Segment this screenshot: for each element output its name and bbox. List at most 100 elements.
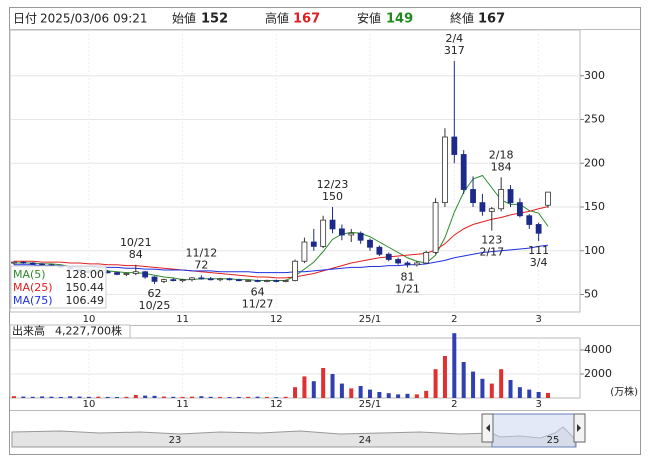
candle-body xyxy=(20,261,27,264)
legend-value: 106.49 xyxy=(66,294,105,307)
y-tick-label: 200 xyxy=(584,156,605,169)
candle-body xyxy=(179,279,186,282)
legend-value: 128.00 xyxy=(66,268,105,281)
annotation-date: 11/12 xyxy=(186,246,218,259)
volume-bar xyxy=(124,396,129,398)
volume-bar xyxy=(424,390,429,398)
candle-body xyxy=(423,252,430,264)
volume-bar xyxy=(274,397,279,398)
navigator-window[interactable] xyxy=(491,413,577,448)
candle-body xyxy=(348,232,355,236)
annotation-date: 11/27 xyxy=(242,297,274,310)
volume-bar xyxy=(517,387,522,398)
legend: MA(5) 128.00 MA(25) 150.44 MA(75) 106.49 xyxy=(10,265,107,309)
annotation-value: 72 xyxy=(194,258,208,271)
y-tick-label: 2000 xyxy=(584,367,612,380)
annotation-value: 64 xyxy=(251,285,265,298)
candle-body xyxy=(535,224,542,234)
ma-line xyxy=(14,206,549,279)
volume-bar xyxy=(442,356,447,398)
volume-bar xyxy=(133,395,138,398)
y-tick-label: 250 xyxy=(584,113,605,126)
price-panel xyxy=(9,29,581,313)
x-tick-label: 10 xyxy=(83,314,96,325)
candle-body xyxy=(376,246,383,255)
candle-body xyxy=(488,208,495,212)
x-tick-label: 12 xyxy=(270,399,283,410)
volume-bar xyxy=(536,392,541,398)
candle-body xyxy=(198,277,205,280)
annotation-value: 123 xyxy=(481,234,502,247)
legend-box xyxy=(10,265,107,309)
volume-title-box xyxy=(9,324,131,339)
y-tick-label: 150 xyxy=(584,200,605,213)
candle-body xyxy=(142,271,149,278)
volume-bar xyxy=(161,396,166,398)
annotation-value: 317 xyxy=(444,44,465,57)
volume-bar xyxy=(546,392,550,398)
legend-value: 150.44 xyxy=(66,281,105,294)
candle-body xyxy=(189,277,195,281)
annotation-value: 84 xyxy=(129,248,143,261)
candle-body xyxy=(526,215,533,225)
volume-bar xyxy=(190,396,194,398)
volume-bar xyxy=(152,395,157,398)
low: 149 xyxy=(386,12,413,27)
annotation-date: 10/25 xyxy=(139,299,171,312)
x-tick-label: 10 xyxy=(83,399,96,410)
legend-name: MA(75) xyxy=(13,294,53,307)
volume-bar xyxy=(115,397,120,398)
candle-body xyxy=(235,279,242,282)
x-tick-label: 25/1 xyxy=(359,314,381,325)
volume-bar xyxy=(358,386,363,398)
candle-body xyxy=(310,241,317,247)
volume-bar xyxy=(461,362,466,398)
candle-body xyxy=(226,278,233,281)
volume-bar xyxy=(255,396,260,398)
volume-bar xyxy=(283,396,288,398)
close-label: 終値 xyxy=(450,11,474,26)
candle-body xyxy=(329,219,336,230)
annotation-value: 62 xyxy=(148,287,162,300)
volume-bar xyxy=(302,376,307,398)
x-tick-label: 11 xyxy=(176,399,189,410)
volume-bar xyxy=(86,396,91,398)
date-label: 日付 xyxy=(13,12,37,26)
arrow-icon xyxy=(486,424,490,432)
candle-body xyxy=(470,189,476,204)
volume-bar xyxy=(30,396,35,398)
volume-bar xyxy=(396,394,401,398)
volume-bar xyxy=(171,396,176,398)
volume-bar xyxy=(68,396,73,398)
navigator-label: 23 xyxy=(169,435,182,446)
volume-bar xyxy=(489,383,494,398)
candle-body xyxy=(367,239,373,248)
annotation-value: 111 xyxy=(528,244,549,257)
candle-body xyxy=(432,202,439,253)
volume-bar xyxy=(143,395,148,398)
candle-body xyxy=(385,253,392,260)
volume-bar xyxy=(49,396,54,398)
candle-body xyxy=(301,241,308,262)
volume-bar xyxy=(452,333,457,398)
candle-body xyxy=(516,202,523,217)
volume-bar xyxy=(40,396,45,398)
volume-bar xyxy=(96,396,101,398)
x-tick-label: 25/1 xyxy=(359,399,381,410)
volume-bar xyxy=(208,396,213,398)
volume-bar xyxy=(480,378,485,398)
volume-bar xyxy=(105,396,110,398)
y-tick-label: 50 xyxy=(584,288,598,301)
navigator-label: 25 xyxy=(547,435,560,446)
volume-bar xyxy=(414,394,419,398)
candle-body xyxy=(273,280,280,282)
annotation-date: 1/21 xyxy=(395,282,420,295)
volume-bar xyxy=(433,369,438,398)
close: 167 xyxy=(478,12,505,27)
candle-body xyxy=(507,189,514,204)
volume-bar xyxy=(293,387,298,398)
volume-bar xyxy=(21,396,26,398)
candle-body xyxy=(114,272,120,275)
low-label: 安値 xyxy=(357,11,381,26)
